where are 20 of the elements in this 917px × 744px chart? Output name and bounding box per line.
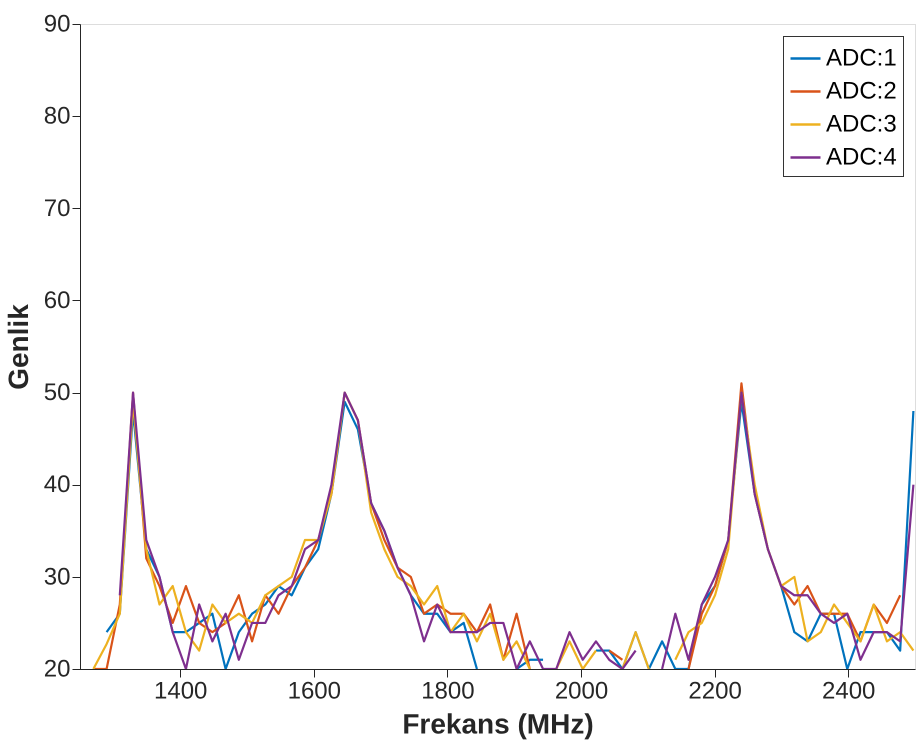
y-tick-label: 60 [44,286,70,314]
y-axis-title: Genlik [2,304,34,390]
x-tick-label: 2200 [688,678,742,704]
legend-label: ADC:2 [826,78,897,104]
y-tick-label: 90 [44,10,70,38]
y-tick-label: 20 [44,656,70,682]
y-tick-label: 30 [44,563,70,590]
y-tick-label: 40 [44,471,70,498]
x-tick-label: 2000 [554,678,608,704]
y-tick-label: 70 [44,194,70,222]
legend-label: ADC:1 [826,44,897,72]
y-tick-label: 50 [44,379,70,406]
legend-label: ADC:4 [826,144,897,170]
x-tick-label: 1800 [421,678,475,704]
y-tick-label: 80 [44,102,70,130]
legend-label: ADC:3 [826,110,897,138]
x-tick-label: 1600 [288,678,341,704]
x-axis-title: Frekans (MHz) [402,708,594,740]
x-tick-label: 1400 [154,678,208,704]
x-tick-label: 2400 [822,678,876,704]
